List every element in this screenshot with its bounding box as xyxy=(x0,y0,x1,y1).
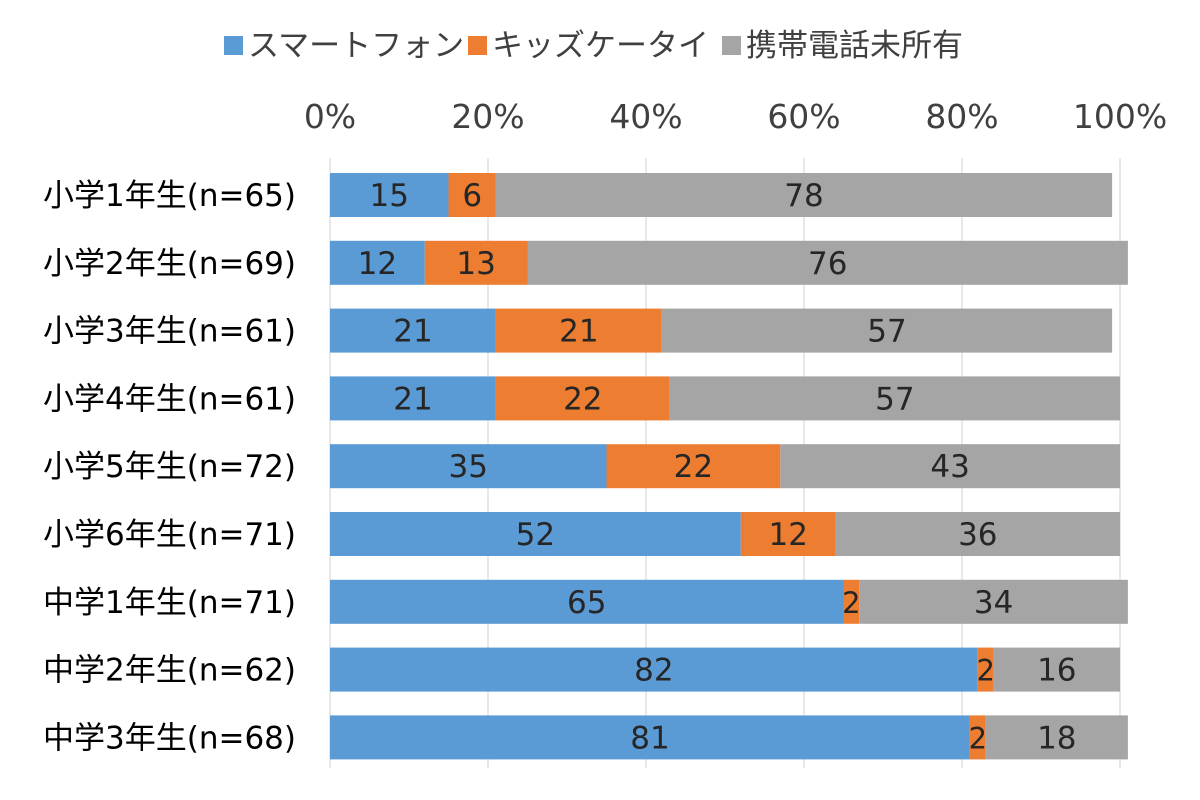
bar-segment xyxy=(424,240,528,285)
bar-segment xyxy=(330,715,970,760)
category-label: 小学1年生(n=65) xyxy=(43,178,296,214)
x-tick-label: 100% xyxy=(1073,97,1167,136)
x-axis-tick-labels: 0% 20% 40% 60% 80% 100% xyxy=(304,97,1167,136)
data-label: 52 xyxy=(516,517,555,553)
category-label: 中学2年生(n=62) xyxy=(43,653,296,689)
data-label: 16 xyxy=(1037,653,1076,689)
x-tick-label: 0% xyxy=(304,97,356,136)
legend-label: キッズケータイ xyxy=(492,28,709,64)
bar-segment xyxy=(661,308,1113,353)
category-label: 小学6年生(n=71) xyxy=(43,517,296,553)
category-label: 小学4年生(n=61) xyxy=(43,381,296,417)
data-label: 21 xyxy=(393,381,432,417)
data-label: 2 xyxy=(842,586,860,620)
bar-segment xyxy=(977,647,994,692)
data-label: 22 xyxy=(674,449,713,485)
data-label: 76 xyxy=(808,246,847,282)
data-label: 65 xyxy=(567,585,606,621)
category-label: 中学1年生(n=71) xyxy=(43,585,296,621)
bar-segment xyxy=(740,512,836,556)
data-label: 12 xyxy=(768,517,807,553)
x-tick-label: 40% xyxy=(609,97,682,136)
data-label: 15 xyxy=(370,178,409,214)
bar-segment xyxy=(969,715,986,760)
bar-segment xyxy=(330,444,607,489)
bar-segment xyxy=(330,173,449,217)
data-label: 2 xyxy=(969,721,987,755)
category-label: 小学3年生(n=61) xyxy=(43,314,296,350)
legend: スマートフォン キッズケータイ 携帯電話未所有 xyxy=(224,28,963,64)
data-label: 34 xyxy=(974,585,1013,621)
bar-segment xyxy=(330,579,844,624)
bar-segment xyxy=(527,240,1128,285)
data-label: 21 xyxy=(559,314,598,350)
category-label: 小学5年生(n=72) xyxy=(43,449,296,485)
bar-segment xyxy=(330,308,496,353)
x-tick-label: 80% xyxy=(925,97,998,136)
data-label: 57 xyxy=(867,314,906,350)
bars xyxy=(330,173,1128,760)
data-label: 36 xyxy=(958,517,997,553)
legend-swatch xyxy=(468,36,487,55)
legend-label: 携帯電話未所有 xyxy=(746,28,963,64)
bar-segment xyxy=(835,512,1120,556)
data-label: 2 xyxy=(976,654,994,688)
bar-segment xyxy=(495,308,662,353)
bar-segment xyxy=(985,715,1128,760)
data-label: 6 xyxy=(462,178,482,214)
bar-segment xyxy=(606,444,781,489)
data-label: 81 xyxy=(630,720,669,756)
bar-segment xyxy=(859,579,1128,624)
bar-segment xyxy=(993,647,1120,692)
bar-segment xyxy=(330,647,978,692)
data-label: 12 xyxy=(358,246,397,282)
data-label: 22 xyxy=(563,381,602,417)
data-label: 35 xyxy=(449,449,488,485)
bar-segment xyxy=(843,579,860,624)
x-tick-label: 60% xyxy=(767,97,840,136)
data-label: 13 xyxy=(456,246,495,282)
data-label: 78 xyxy=(784,178,823,214)
bar-segment xyxy=(495,376,670,421)
bar-segment xyxy=(448,173,496,217)
bar-segment xyxy=(780,444,1120,489)
legend-swatch xyxy=(722,36,741,55)
legend-label: スマートフォン xyxy=(248,28,464,64)
data-label: 57 xyxy=(875,381,914,417)
category-label: 小学2年生(n=69) xyxy=(43,246,296,282)
bar-segment xyxy=(330,512,741,556)
y-axis-category-labels: 小学1年生(n=65) 小学2年生(n=69) 小学3年生(n=61) 小学4年生(n… xyxy=(43,178,296,756)
bar-segment xyxy=(330,240,425,285)
bar-segment xyxy=(495,173,1113,217)
legend-swatch xyxy=(224,36,243,55)
x-tick-label: 20% xyxy=(451,97,524,136)
data-label: 43 xyxy=(930,449,969,485)
data-label: 82 xyxy=(634,653,673,689)
category-label: 中学3年生(n=68) xyxy=(43,720,296,756)
data-label: 21 xyxy=(393,314,432,350)
data-label: 18 xyxy=(1037,720,1076,756)
bar-segment xyxy=(669,376,1120,421)
bar-segment xyxy=(330,376,496,421)
